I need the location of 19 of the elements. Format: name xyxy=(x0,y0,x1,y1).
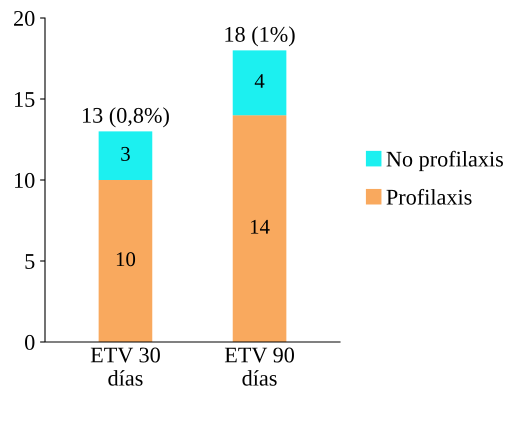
legend-label: Profilaxis xyxy=(386,188,472,205)
x-tick-label: ETV 30 días xyxy=(90,348,160,386)
bar xyxy=(232,115,286,342)
total-label: 13 (0,8%) xyxy=(82,107,169,128)
bar xyxy=(232,50,286,116)
y-tick-label: 15 xyxy=(15,92,34,107)
data-label: 3 xyxy=(121,146,130,161)
y-tick-label: 10 xyxy=(15,172,34,188)
bar xyxy=(98,180,152,342)
bar xyxy=(98,131,152,180)
data-label: 4 xyxy=(254,74,264,88)
total-label: 18 (1%) xyxy=(225,26,295,46)
data-label: 14 xyxy=(250,220,270,234)
data-label: 10 xyxy=(116,252,136,266)
y-tick-label: 5 xyxy=(25,254,34,269)
x-tick-label: ETV 90 días xyxy=(224,348,294,386)
legend-label: No profilaxis xyxy=(386,150,503,172)
y-tick-label: 0 xyxy=(25,334,34,350)
y-tick-label: 20 xyxy=(14,10,34,26)
